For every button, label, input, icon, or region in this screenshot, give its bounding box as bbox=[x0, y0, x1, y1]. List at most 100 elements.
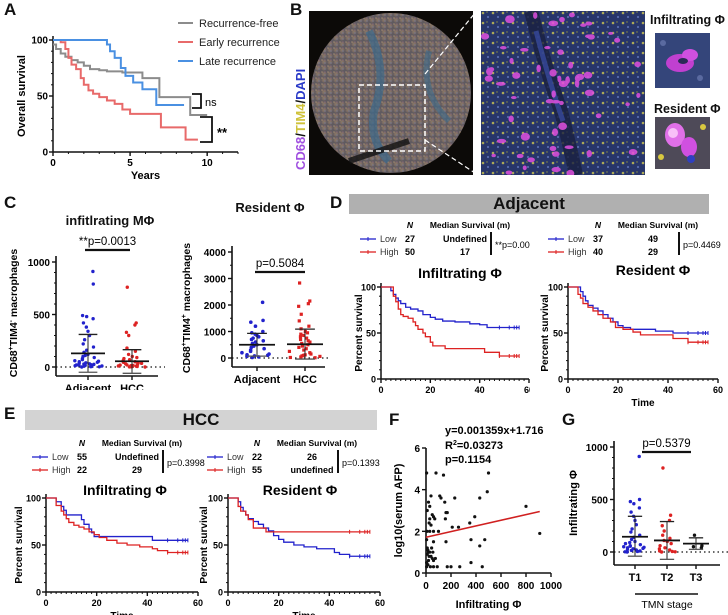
data-point bbox=[308, 299, 312, 303]
y-tick-label: 0 bbox=[42, 148, 48, 159]
chart-c-left-scatter: 0 500 1000 Adjacent HCC **p=0.0013 CD68+TIM4- … bbox=[8, 236, 165, 390]
y-tick-label: 500 bbox=[591, 496, 608, 507]
tissue-core-image bbox=[309, 11, 473, 175]
cd68-cell bbox=[580, 23, 587, 27]
data-point bbox=[632, 502, 636, 506]
data-point bbox=[84, 314, 89, 319]
cd68-cell bbox=[566, 169, 575, 175]
data-point bbox=[637, 497, 642, 502]
data-point bbox=[456, 525, 461, 529]
x-tick-label: Adjacent bbox=[234, 374, 281, 386]
cd68-cell bbox=[583, 71, 593, 79]
data-point bbox=[483, 538, 487, 542]
y-tick-label: 0 bbox=[44, 363, 50, 374]
data-point bbox=[125, 285, 129, 289]
data-point bbox=[287, 349, 292, 353]
p-value: p=0.1154 bbox=[445, 454, 492, 466]
data-point bbox=[629, 548, 634, 553]
y-tick-label: 500 bbox=[33, 311, 50, 322]
median-header: Median Survival (m) bbox=[618, 220, 698, 230]
data-point bbox=[125, 363, 129, 367]
chart-e-left-km: 0 50 100 0 20 40 60 Time Percent survival Infiltr… bbox=[14, 438, 205, 615]
y-axis-label: CD68+TIM4+ macrophages bbox=[181, 243, 193, 373]
data-point bbox=[428, 517, 432, 521]
cd68-cell bbox=[551, 167, 561, 173]
data-point bbox=[428, 529, 432, 533]
data-point bbox=[299, 332, 303, 336]
data-point bbox=[77, 363, 81, 367]
panel-letter-c: C bbox=[4, 193, 17, 212]
median-value: 17 bbox=[460, 247, 470, 257]
n-header: N bbox=[595, 220, 602, 230]
km-curve-low bbox=[228, 497, 370, 557]
data-point bbox=[91, 345, 96, 349]
legend-label: Late recurrence bbox=[199, 56, 276, 68]
data-point bbox=[622, 545, 626, 549]
data-point bbox=[478, 544, 482, 548]
x-tick-label: 40 bbox=[663, 385, 673, 395]
x-tick-label: T3 bbox=[690, 572, 703, 584]
y-tick-label: 50 bbox=[366, 329, 376, 339]
data-point bbox=[443, 500, 447, 504]
data-point bbox=[660, 533, 665, 537]
y-tick-label: 0 bbox=[371, 375, 376, 385]
km-curve-low bbox=[568, 286, 708, 334]
data-point bbox=[443, 517, 447, 521]
n-value: 27 bbox=[405, 234, 415, 244]
x-tick-label: 20 bbox=[92, 598, 102, 608]
cd68-cell bbox=[548, 20, 559, 27]
x-tick-label: 0 bbox=[423, 581, 429, 592]
y-tick-label: 0 bbox=[218, 588, 223, 598]
km-curve-low bbox=[381, 286, 520, 329]
x-tick-label: 0 bbox=[378, 385, 383, 395]
data-point bbox=[441, 473, 446, 477]
data-point bbox=[623, 541, 628, 546]
km-curve-high bbox=[228, 497, 370, 533]
p-value: p=0.5379 bbox=[642, 438, 690, 450]
y-tick-label: 1000 bbox=[28, 258, 51, 269]
y-tick-label: 0 bbox=[36, 588, 41, 598]
data-point bbox=[429, 523, 433, 527]
regression-line bbox=[425, 510, 540, 539]
legend-label-high: High bbox=[568, 247, 587, 257]
cd68-cell bbox=[527, 157, 535, 163]
resident-label: Resident Φ bbox=[654, 102, 721, 116]
data-point bbox=[261, 318, 265, 323]
y-tick-label: 100 bbox=[548, 283, 563, 293]
cd68-cell bbox=[505, 170, 513, 175]
data-point bbox=[261, 329, 265, 334]
cd68-cell bbox=[508, 115, 514, 123]
chart-g-tmn-stage: 0 500 1000 T1 T2 T3 p=0.5379 Infiltrating Φ TMN … bbox=[568, 438, 728, 611]
x-tick-label: 800 bbox=[518, 581, 535, 592]
data-point bbox=[298, 335, 303, 339]
panel-letter-g: G bbox=[562, 410, 576, 429]
cd68-cell bbox=[636, 92, 641, 98]
data-point bbox=[143, 365, 147, 369]
y-axis-label: Percent survival bbox=[199, 506, 210, 583]
km-curve-late-recurrence bbox=[53, 39, 185, 106]
data-point bbox=[431, 558, 436, 563]
data-point bbox=[249, 320, 253, 325]
y-axis-label: Percent survival bbox=[354, 294, 365, 371]
data-point bbox=[630, 527, 634, 531]
data-point bbox=[313, 356, 317, 360]
data-point bbox=[297, 304, 301, 308]
median-value: Undefined bbox=[115, 452, 159, 462]
data-point bbox=[139, 361, 144, 366]
legend-label-low: Low bbox=[380, 234, 397, 244]
infiltrating-cell-image bbox=[655, 33, 710, 88]
p-value: p=0.5084 bbox=[256, 258, 305, 270]
cd68-cell bbox=[574, 79, 580, 88]
data-point bbox=[445, 510, 449, 515]
data-point bbox=[453, 496, 457, 500]
data-point bbox=[126, 352, 131, 357]
data-point bbox=[100, 364, 104, 368]
y-tick-label: 3000 bbox=[204, 275, 227, 286]
cd68-cell bbox=[551, 90, 556, 98]
legend-label: Recurrence-free bbox=[199, 18, 278, 30]
data-point bbox=[92, 355, 96, 360]
data-point bbox=[425, 471, 429, 475]
data-point bbox=[635, 549, 640, 554]
data-point bbox=[458, 565, 462, 569]
n-value: 40 bbox=[593, 247, 603, 257]
